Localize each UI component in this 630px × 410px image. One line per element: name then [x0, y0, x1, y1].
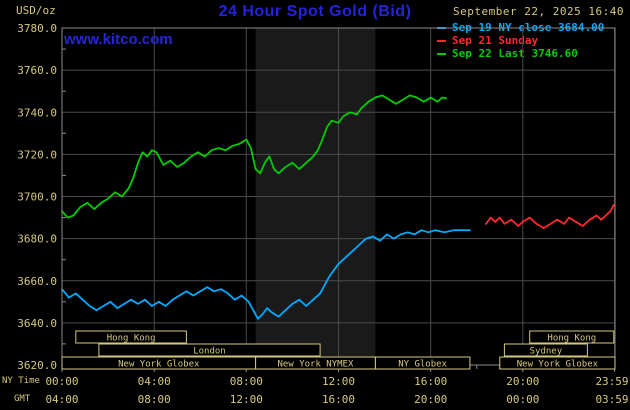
page-title: 24 Hour Spot Gold (Bid) — [218, 3, 412, 20]
y-tick-label: 3740.0 — [17, 106, 57, 119]
x-tick-label-ny: 23:59 — [595, 375, 628, 388]
y-tick-label: 3760.0 — [17, 64, 57, 77]
x-tick-label-gmt: 16:00 — [322, 393, 355, 406]
series-line-sep-22-last — [61, 94, 447, 219]
legend-item: Sep 21 Sunday — [437, 34, 604, 47]
session-label: Sydney — [530, 347, 563, 357]
x-tick-label-gmt: 03:59 — [595, 393, 628, 406]
x-tick-label-ny: 08:00 — [230, 375, 263, 388]
x-tick-label-ny: 20:00 — [506, 375, 539, 388]
y-axis-units-label: USD/oz — [16, 4, 56, 17]
session-label: New York Globex — [517, 360, 599, 370]
x-tick-label-gmt: 08:00 — [138, 393, 171, 406]
x-tick-label-ny: 00:00 — [45, 375, 78, 388]
ny-time-axis-label: NY Time — [2, 376, 40, 386]
y-tick-label: 3660.0 — [17, 275, 57, 288]
session-box-ny-globex — [374, 356, 471, 370]
y-tick-label: 3720.0 — [17, 148, 57, 161]
x-tick-label-gmt: 20:00 — [414, 393, 447, 406]
x-tick-label-ny: 12:00 — [322, 375, 355, 388]
session-box-sydney — [503, 343, 588, 357]
session-label: Hong Kong — [547, 334, 596, 344]
x-tick-label-gmt: 00:00 — [506, 393, 539, 406]
x-tick-label-ny: 16:00 — [414, 375, 447, 388]
session-label: New York NYMEX — [278, 360, 354, 370]
x-tick-label-gmt: 04:00 — [45, 393, 78, 406]
legend-line-marker — [437, 39, 446, 42]
legend-item-label: Sep 22 Last 3746.60 — [452, 47, 578, 60]
session-box-london — [98, 343, 321, 357]
y-tick-label: 3700.0 — [17, 191, 57, 204]
legend-line-marker — [437, 52, 446, 55]
session-label: Hong Kong — [107, 334, 156, 344]
y-tick-label: 3620.0 — [17, 359, 57, 372]
x-tick-label-ny: 04:00 — [138, 375, 171, 388]
legend-item-label: Sep 21 Sunday — [452, 34, 539, 47]
session-label: London — [193, 347, 226, 357]
session-box-hong-kong — [75, 330, 187, 344]
series-line-sep-19-ny-close — [61, 229, 471, 320]
gmt-axis-label: GMT — [14, 394, 31, 404]
y-tick-label: 3640.0 — [17, 317, 57, 330]
x-tick-label-gmt: 12:00 — [230, 393, 263, 406]
series-line-sep-21-sunday — [485, 204, 615, 229]
kitco-watermark-link[interactable]: www.kitco.com — [64, 31, 173, 48]
y-tick-label: 3680.0 — [17, 233, 57, 246]
y-tick-label: 3780.0 — [17, 22, 57, 35]
datetime-label: September 22, 2025 16:40 — [453, 5, 624, 18]
session-label: New York Globex — [118, 360, 200, 370]
legend-item: Sep 22 Last 3746.60 — [437, 47, 604, 60]
session-box-new-york-globex — [499, 356, 616, 370]
session-label: NY Globex — [398, 360, 447, 370]
session-box-hong-kong — [529, 330, 615, 344]
